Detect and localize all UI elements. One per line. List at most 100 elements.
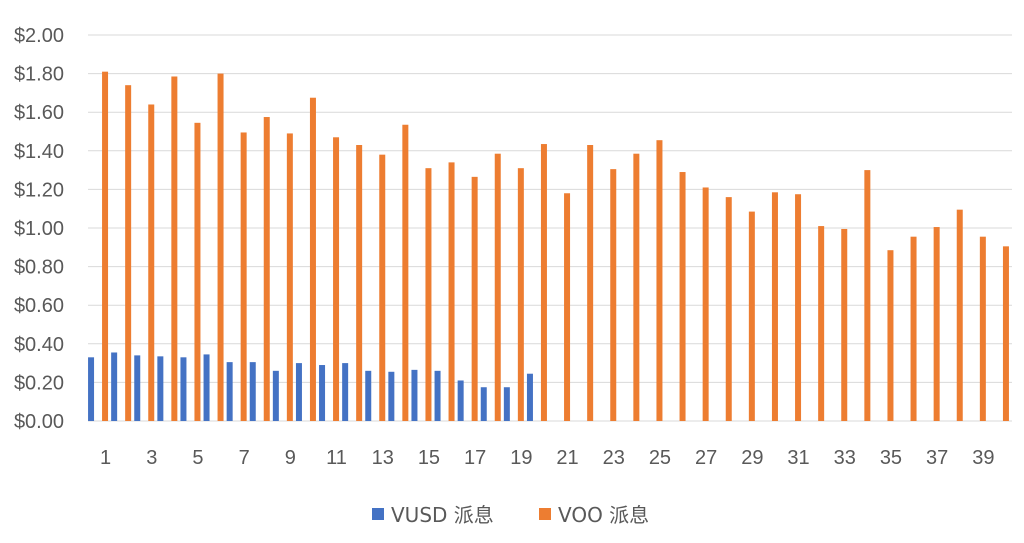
bar-voo (933, 227, 940, 421)
bar-voo (771, 192, 778, 421)
y-tick-label: $1.60 (14, 102, 64, 124)
bar-voo (517, 168, 524, 421)
legend: VUSD 派息 VOO 派息 (372, 503, 649, 527)
bar-vusd (180, 357, 187, 421)
bar-voo (263, 117, 270, 422)
bar-vusd (388, 371, 395, 421)
bar-voo (1002, 246, 1009, 421)
bar-voo (379, 154, 386, 421)
x-tick-label: 39 (972, 447, 994, 469)
bar-vusd (249, 362, 256, 421)
x-tick-label: 31 (787, 447, 809, 469)
bars (88, 71, 1009, 422)
x-tick-label: 5 (192, 447, 203, 469)
legend-label: VUSD 派息 (391, 503, 494, 527)
x-tick-label: 9 (285, 447, 296, 469)
bar-voo (679, 172, 686, 421)
bar-voo (333, 137, 340, 422)
bar-vusd (203, 354, 210, 421)
x-tick-label: 17 (464, 447, 486, 469)
bar-vusd (503, 387, 510, 421)
y-tick-label: $0.40 (14, 334, 64, 356)
x-tick-label: 1 (100, 447, 111, 469)
bar-vusd (457, 380, 464, 421)
bar-voo (656, 140, 663, 421)
bar-voo (864, 170, 871, 421)
bar-vusd (226, 362, 233, 421)
bar-voo (564, 193, 571, 421)
bar-voo (748, 211, 755, 421)
bar-voo (887, 250, 894, 421)
legend-swatch (372, 508, 384, 520)
bar-vusd (157, 356, 164, 421)
x-tick-label: 11 (326, 447, 347, 469)
y-axis: $0.00 $0.20 $0.40 $0.60 $0.80 $1.00 $1.20 $1.40… (14, 25, 64, 433)
bar-vusd (342, 363, 349, 421)
bar-vusd (88, 357, 95, 421)
bar-voo (587, 145, 594, 421)
bar-voo (725, 197, 732, 421)
legend-swatch (539, 508, 551, 520)
bar-voo (217, 73, 224, 421)
x-tick-label: 3 (146, 447, 157, 469)
bar-vusd (272, 370, 279, 421)
bar-vusd (365, 370, 372, 421)
bar-voo (540, 144, 547, 422)
y-tick-label: $0.20 (14, 372, 64, 394)
y-tick-label: $0.60 (14, 295, 64, 317)
bar-voo (402, 124, 409, 422)
x-tick-label: 25 (649, 447, 671, 469)
bar-voo (471, 176, 478, 421)
y-tick-label: $0.00 (14, 411, 64, 433)
x-tick-label: 19 (510, 447, 532, 469)
y-tick-label: $1.80 (14, 64, 64, 86)
bar-voo (102, 71, 109, 422)
bar-voo (194, 122, 201, 421)
bar-voo (240, 132, 247, 421)
x-tick-label: 13 (372, 447, 394, 469)
x-tick-label: 29 (741, 447, 763, 469)
bar-vusd (111, 352, 118, 421)
x-tick-label: 37 (926, 447, 948, 469)
bar-voo (286, 133, 293, 421)
bar-voo (633, 153, 640, 421)
bar-voo (356, 145, 363, 421)
bar-voo (956, 209, 963, 421)
x-tick-label: 35 (880, 447, 902, 469)
x-tick-label: 27 (695, 447, 717, 469)
x-tick-label: 21 (556, 447, 578, 469)
x-tick-label: 7 (239, 447, 250, 469)
bar-voo (610, 169, 617, 421)
bar-vusd (480, 387, 487, 421)
bar-vusd (526, 373, 533, 421)
x-tick-label: 33 (834, 447, 856, 469)
y-tick-label: $1.40 (14, 141, 64, 163)
bar-voo (910, 236, 917, 421)
bar-vusd (134, 355, 141, 421)
x-tick-label: 23 (603, 447, 625, 469)
y-tick-label: $1.00 (14, 218, 64, 240)
x-axis: 1 3 5 7 9 11 13 15 17 19 21 23 25 27 29 31 33 35 37 39 (100, 447, 994, 469)
bar-voo (494, 153, 501, 421)
bar-vusd (319, 365, 326, 421)
legend-label: VOO 派息 (558, 503, 649, 527)
bar-voo (125, 85, 132, 422)
x-tick-label: 15 (418, 447, 440, 469)
bar-voo (979, 236, 986, 421)
bar-voo (148, 104, 155, 421)
y-tick-label: $0.80 (14, 257, 64, 279)
y-tick-label: $2.00 (14, 25, 64, 47)
bar-vusd (411, 369, 418, 421)
bar-voo (448, 162, 455, 421)
bar-voo (425, 168, 432, 421)
bar-voo (171, 76, 178, 422)
bar-vusd (295, 363, 302, 421)
y-tick-label: $1.20 (14, 179, 64, 201)
bar-voo (818, 226, 825, 421)
bar-voo (841, 228, 848, 421)
bar-voo (795, 194, 802, 421)
bar-voo (702, 187, 709, 421)
bar-voo (309, 97, 316, 421)
gridlines (88, 34, 1012, 422)
